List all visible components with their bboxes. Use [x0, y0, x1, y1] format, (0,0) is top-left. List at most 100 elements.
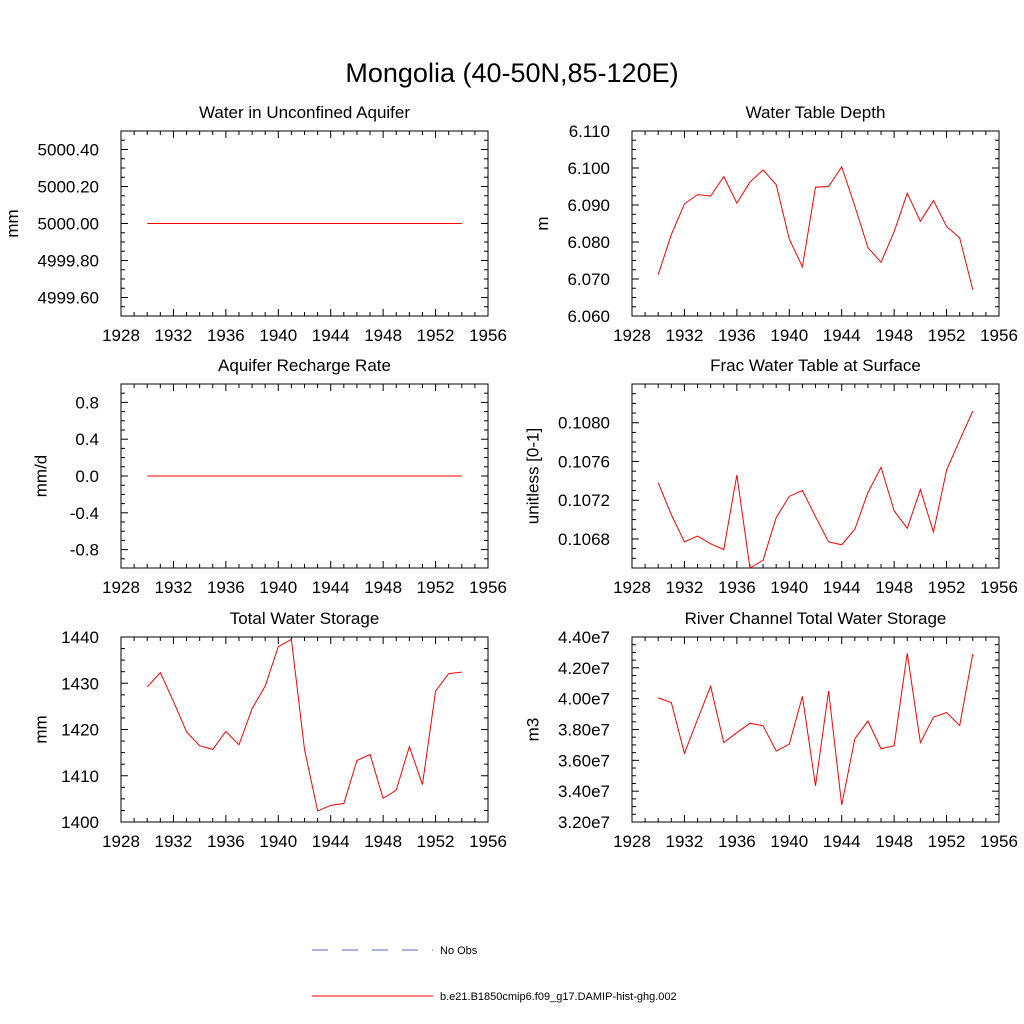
- x-tick-label: 1956: [980, 326, 1018, 345]
- y-axis-label: m: [533, 216, 552, 230]
- figure-title: Mongolia (40-50N,85-120E): [345, 58, 678, 88]
- x-tick-label: 1932: [155, 326, 193, 345]
- series-line: [657, 410, 974, 569]
- series-line: [657, 165, 974, 290]
- panel-title: Water Table Depth: [746, 103, 886, 122]
- y-tick-label: 6.060: [567, 307, 610, 326]
- y-tick-label: 0.1076: [558, 452, 610, 471]
- y-tick-label: 6.110: [569, 122, 610, 141]
- y-tick-label: 1400: [61, 813, 99, 832]
- x-tick-label: 1948: [364, 326, 402, 345]
- y-tick-label: 1440: [61, 628, 99, 647]
- x-tick-label: 1944: [312, 832, 350, 851]
- panels: Water in Unconfined Aquifer 1928 1932 1936 1…: [3, 103, 1018, 851]
- y-axis-label: unitless [0-1]: [523, 428, 542, 524]
- x-tick-label: 1948: [875, 832, 913, 851]
- y-tick-label: -0.8: [70, 541, 99, 560]
- plot-frame: [120, 636, 489, 823]
- x-tick-label: 1948: [875, 326, 913, 345]
- x-tick-label: 1956: [469, 578, 507, 597]
- y-tick-label: 4999.80: [38, 252, 99, 271]
- panel-4: Frac Water Table at Surface 1928 1932 1936 1…: [523, 356, 1018, 597]
- y-tick-label: -0.4: [70, 504, 99, 523]
- x-tick-label: 1940: [259, 578, 297, 597]
- y-axis-label: mm/d: [32, 455, 51, 498]
- y-tick-label: 1430: [61, 674, 99, 693]
- panel-6: River Channel Total Water Storage 1928 193…: [523, 609, 1018, 851]
- x-tick-label: 1936: [207, 832, 245, 851]
- x-tick-label: 1944: [823, 326, 861, 345]
- x-tick-label: 1940: [259, 326, 297, 345]
- y-tick-label: 6.070: [567, 270, 610, 289]
- y-tick-label: 5000.00: [38, 215, 99, 234]
- panel-title: Total Water Storage: [230, 609, 380, 628]
- y-tick-label: 6.080: [567, 233, 610, 252]
- y-tick-label: 3.60e7: [558, 751, 610, 770]
- y-tick-label: 0.4: [75, 430, 99, 449]
- x-tick-label: 1956: [980, 832, 1018, 851]
- x-tick-label: 1944: [823, 578, 861, 597]
- panel-1: Water in Unconfined Aquifer 1928 1932 1936 1…: [3, 103, 507, 345]
- x-tick-label: 1948: [364, 832, 402, 851]
- y-tick-label: 5000.40: [38, 141, 99, 160]
- y-axis-label: mm: [32, 715, 51, 743]
- y-tick-label: 0.0: [75, 467, 99, 486]
- x-tick-label: 1944: [312, 578, 350, 597]
- x-tick-label: 1940: [770, 832, 808, 851]
- legend: No Obs b.e21.B1850cmip6.f09_g17.DAMIP-his…: [312, 945, 677, 1003]
- x-tick-label: 1952: [417, 578, 455, 597]
- y-tick-label: 0.8: [75, 393, 99, 412]
- x-tick-label: 1944: [823, 832, 861, 851]
- y-tick-label: 5000.20: [38, 178, 99, 197]
- panel-title: Water in Unconfined Aquifer: [199, 103, 410, 122]
- legend-label: No Obs: [440, 945, 478, 957]
- x-tick-label: 1952: [928, 832, 966, 851]
- x-tick-label: 1928: [613, 326, 651, 345]
- x-tick-label: 1940: [770, 326, 808, 345]
- y-tick-label: 0.1072: [558, 491, 610, 510]
- panel-title: Aquifer Recharge Rate: [218, 356, 391, 375]
- series-line: [658, 653, 974, 806]
- x-tick-label: 1952: [928, 326, 966, 345]
- x-tick-label: 1952: [417, 832, 455, 851]
- y-tick-label: 4.20e7: [558, 659, 610, 678]
- x-tick-label: 1936: [718, 578, 756, 597]
- x-tick-label: 1936: [207, 326, 245, 345]
- y-tick-label: 6.100: [567, 159, 610, 178]
- y-tick-label: 4.40e7: [558, 628, 610, 647]
- series-line: [146, 638, 462, 812]
- y-tick-label: 4.00e7: [558, 690, 610, 709]
- x-tick-label: 1936: [718, 832, 756, 851]
- plot-frame: [631, 636, 1000, 823]
- y-tick-label: 3.80e7: [558, 721, 610, 740]
- x-tick-label: 1944: [312, 326, 350, 345]
- x-tick-label: 1932: [666, 832, 704, 851]
- x-tick-label: 1936: [207, 578, 245, 597]
- x-tick-label: 1936: [718, 326, 756, 345]
- x-tick-label: 1928: [102, 832, 140, 851]
- panel-2: Water Table Depth 1928 1932 1936 1940 1944 194…: [533, 103, 1018, 345]
- x-tick-label: 1928: [102, 326, 140, 345]
- y-tick-label: 4999.60: [38, 289, 99, 308]
- legend-label: b.e21.B1850cmip6.f09_g17.DAMIP-hist-ghg.…: [440, 991, 677, 1003]
- y-axis-label: mm: [3, 209, 22, 237]
- x-tick-label: 1932: [666, 578, 704, 597]
- y-tick-label: 3.20e7: [558, 813, 610, 832]
- panel-title: Frac Water Table at Surface: [710, 356, 921, 375]
- x-tick-label: 1952: [417, 326, 455, 345]
- x-tick-label: 1956: [980, 578, 1018, 597]
- y-tick-label: 0.1080: [558, 414, 610, 433]
- panel-5: Total Water Storage 1928 1932 1936 1940 1944 1…: [32, 609, 507, 851]
- y-axis-label: m3: [523, 718, 542, 742]
- y-tick-label: 3.40e7: [558, 782, 610, 801]
- x-tick-label: 1948: [364, 578, 402, 597]
- x-tick-label: 1932: [155, 832, 193, 851]
- x-tick-label: 1928: [613, 832, 651, 851]
- panel-title: River Channel Total Water Storage: [685, 609, 947, 628]
- x-tick-label: 1952: [928, 578, 966, 597]
- y-tick-label: 1410: [61, 767, 99, 786]
- y-tick-label: 0.1068: [558, 530, 610, 549]
- x-tick-label: 1928: [613, 578, 651, 597]
- x-tick-label: 1932: [155, 578, 193, 597]
